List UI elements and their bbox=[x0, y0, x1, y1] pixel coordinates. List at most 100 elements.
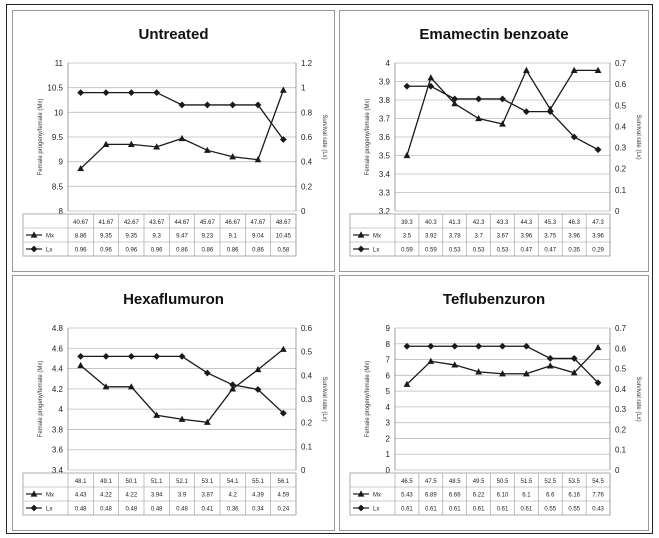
y-axis-label: Female progeny/female (Mx) bbox=[365, 361, 371, 438]
series-lx-point bbox=[546, 108, 554, 116]
series-mx-point bbox=[279, 345, 287, 352]
category-tick-label: 40.67 bbox=[73, 220, 89, 226]
category-tick-label: 42.67 bbox=[124, 220, 140, 226]
data-table-value: 0.41 bbox=[201, 507, 213, 513]
category-tick-label: 50.5 bbox=[497, 479, 509, 485]
series-lx-point bbox=[229, 381, 237, 389]
series-lx-point bbox=[229, 101, 237, 109]
data-table-value: 5.43 bbox=[401, 493, 413, 499]
data-table-value: 4.43 bbox=[75, 493, 87, 499]
data-table-value: 0.36 bbox=[227, 507, 239, 513]
category-tick-label: 43.3 bbox=[497, 220, 509, 226]
left-axis-tick-label: 3.9 bbox=[379, 78, 391, 87]
right-axis-tick-label: 0.4 bbox=[301, 371, 313, 380]
data-table-value: 0.35 bbox=[568, 248, 580, 254]
series-lx-line bbox=[80, 91, 284, 140]
legend-swatch-marker bbox=[357, 504, 365, 512]
series-mx-point bbox=[522, 370, 530, 377]
right-axis-tick-label: 1 bbox=[301, 84, 306, 93]
series-mx-point bbox=[546, 362, 554, 369]
data-table-value: 0.48 bbox=[125, 507, 137, 513]
data-table-value: 0.61 bbox=[401, 507, 413, 513]
series-lx-point bbox=[279, 409, 287, 417]
series-mx-group bbox=[77, 86, 287, 172]
series-mx-point bbox=[403, 380, 411, 387]
left-axis-tick-label: 4 bbox=[386, 59, 391, 68]
left-axis-tick-label: 3.3 bbox=[379, 189, 391, 198]
legend-swatch-marker bbox=[30, 504, 38, 512]
series-lx-point bbox=[203, 101, 211, 109]
data-table-value: 0.96 bbox=[100, 248, 112, 254]
category-tick-label: 49.5 bbox=[473, 479, 485, 485]
right-axis-tick-label: 0.2 bbox=[301, 419, 313, 428]
series-mx-group bbox=[403, 66, 602, 159]
left-axis-tick-label: 9 bbox=[386, 324, 391, 333]
data-table-value: 0.59 bbox=[401, 248, 413, 254]
category-tick-label: 53.5 bbox=[568, 479, 580, 485]
chart-panel-emamectin-benzoate: Emamectin benzoate 3.2 3.3 3.4 3.5 3.6 3.7 3.8 3… bbox=[339, 10, 649, 272]
left-axis-tick-label: 7 bbox=[386, 356, 391, 365]
left-axis-tick-label: 8.5 bbox=[52, 182, 64, 191]
right-axis-tick-label: 0.5 bbox=[615, 101, 627, 110]
series-lx-point bbox=[153, 353, 161, 360]
data-table-value: 0.86 bbox=[252, 248, 264, 254]
series-mx-point bbox=[127, 383, 135, 390]
data-table-value: 4.22 bbox=[100, 493, 112, 499]
right-axis-tick-label: 0.6 bbox=[301, 133, 313, 142]
data-table-value: 0.34 bbox=[252, 507, 264, 513]
left-axis-tick-label: 5 bbox=[386, 387, 391, 396]
legend-swatch-marker bbox=[30, 231, 38, 238]
right-axis-tick-label: 0.1 bbox=[615, 446, 627, 455]
category-tick-label: 53.1 bbox=[201, 479, 213, 485]
series-mx-point bbox=[102, 383, 110, 390]
left-axis-tick-label: 3 bbox=[386, 419, 391, 428]
y-axis-label: Female progeny/female (Mx) bbox=[365, 99, 371, 176]
series-mx-point bbox=[570, 369, 578, 376]
left-axis-tick-label: 4.2 bbox=[52, 385, 64, 394]
series-lx-point bbox=[570, 355, 578, 362]
y2-axis-label: Survival rate (Lx) bbox=[635, 376, 641, 421]
category-tick-label: 43.67 bbox=[149, 220, 165, 226]
data-table-value: 0.48 bbox=[176, 507, 188, 513]
series-lx-point bbox=[570, 133, 578, 141]
data-table-value: 0.53 bbox=[473, 248, 485, 254]
series-lx-group bbox=[77, 89, 287, 143]
chart-svg: Teflubenzuron 0 1 2 3 4 5 6 7 8 9 0 0.1 0.2 0.3 0.4 0.5 0… bbox=[349, 291, 641, 516]
series-lx-point bbox=[594, 146, 602, 154]
data-table-value: 0.47 bbox=[544, 248, 556, 254]
series-lx-point bbox=[475, 95, 483, 103]
category-tick-label: 48.1 bbox=[75, 479, 87, 485]
chart-svg: Untreated 8 8.5 9 9.5 10 10.5 11 0 0.2 0.4 0.6 0.8 1 1… bbox=[22, 26, 327, 257]
data-table-value: 0.61 bbox=[497, 507, 509, 513]
left-axis-tick-label: 9 bbox=[59, 158, 64, 167]
data-table-value: 3.78 bbox=[449, 234, 461, 240]
series-lx-point bbox=[475, 342, 483, 350]
category-tick-label: 39.3 bbox=[401, 220, 413, 226]
legend-label-mx: Mx bbox=[373, 234, 381, 240]
series-mx-point bbox=[229, 153, 237, 160]
series-mx-point bbox=[499, 370, 506, 377]
left-axis-tick-label: 4 bbox=[386, 403, 391, 412]
series-lx-point bbox=[546, 355, 554, 362]
chart-svg: Hexaflumuron 3.4 3.6 3.8 4 4.2 4.4 4.6 4.8 0 0.1 0.… bbox=[22, 291, 327, 516]
left-axis-tick-label: 10.5 bbox=[47, 84, 63, 93]
series-lx-point bbox=[451, 342, 459, 350]
data-table-value: 0.48 bbox=[151, 507, 163, 513]
left-axis-tick-label: 3.4 bbox=[379, 170, 391, 179]
category-tick-label: 47.5 bbox=[425, 479, 437, 485]
data-table-value: 0.58 bbox=[277, 248, 289, 254]
data-table-value: 0.86 bbox=[176, 248, 188, 254]
data-table-value: 0.86 bbox=[227, 248, 239, 254]
category-tick-label: 54.1 bbox=[227, 479, 239, 485]
data-table-value: 6.10 bbox=[497, 493, 509, 499]
series-lx-point bbox=[522, 342, 530, 350]
data-table-value: 6.1 bbox=[522, 493, 531, 499]
data-table-value: 0.43 bbox=[592, 507, 604, 513]
chart-panel-hexaflumuron: Hexaflumuron 3.4 3.6 3.8 4 4.2 4.4 4.6 4.8 0 0.1 0.… bbox=[12, 275, 335, 531]
series-mx-point bbox=[499, 120, 506, 127]
y2-axis-label: Survival rate (Lx) bbox=[321, 376, 327, 421]
data-table-value: 6.22 bbox=[473, 493, 485, 499]
right-axis-tick-label: 0.4 bbox=[301, 158, 313, 167]
right-axis-tick-label: 0.2 bbox=[615, 425, 627, 434]
category-tick-label: 50.1 bbox=[125, 479, 137, 485]
